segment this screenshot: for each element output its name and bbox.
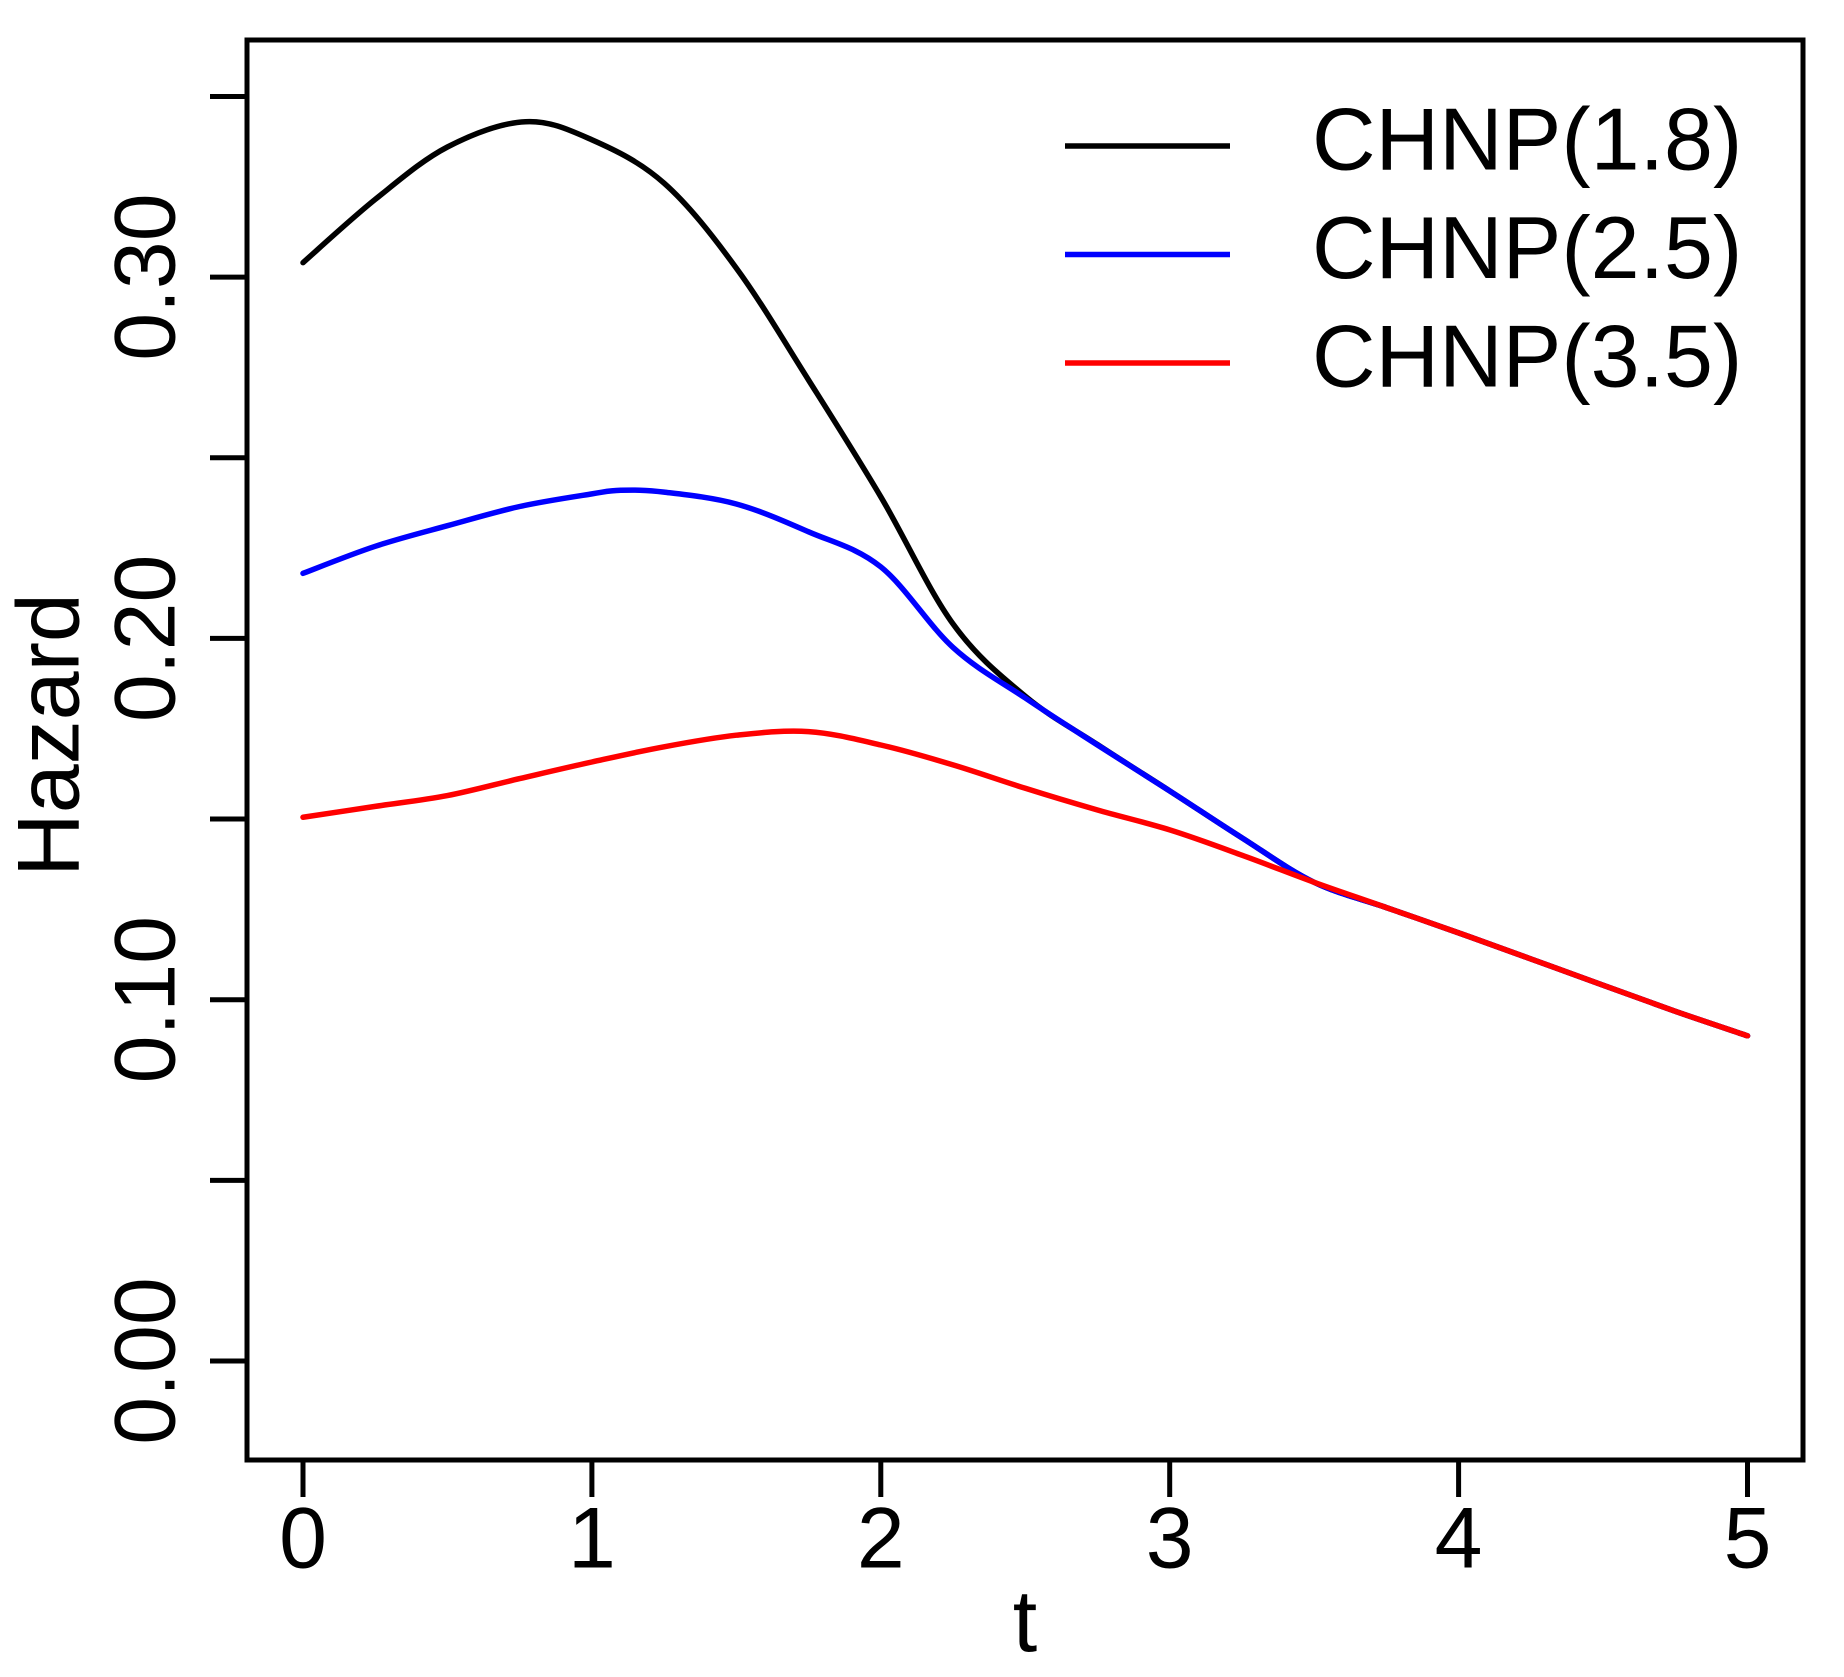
legend-entry: CHNP(1.8) bbox=[1065, 89, 1742, 188]
y-axis-ticks: 0.00 0.10 0.20 0.30 bbox=[98, 93, 247, 1445]
x-tick-label: 1 bbox=[568, 1491, 616, 1587]
legend-entry: CHNP(2.5) bbox=[1065, 198, 1742, 297]
y-tick-label: 0.00 bbox=[98, 1277, 194, 1444]
legend-label: CHNP(2.5) bbox=[1312, 198, 1742, 297]
y-tick-label: 0.10 bbox=[98, 916, 194, 1083]
x-tick-label: 5 bbox=[1724, 1491, 1772, 1587]
x-tick-label: 0 bbox=[279, 1491, 327, 1587]
x-tick-label: 3 bbox=[1146, 1491, 1194, 1587]
y-tick-label: 0.30 bbox=[98, 193, 194, 360]
legend-label: CHNP(1.8) bbox=[1312, 89, 1742, 188]
legend: CHNP(1.8) CHNP(2.5)CHNP(3.5) bbox=[1065, 89, 1742, 405]
plot-border bbox=[244, 37, 1806, 1463]
legend-entry: CHNP(3.5) bbox=[1065, 306, 1742, 405]
y-axis-title: Hazard bbox=[0, 593, 97, 877]
y-tick-label: 0.20 bbox=[98, 555, 194, 722]
legend-label: CHNP(3.5) bbox=[1312, 306, 1742, 405]
x-tick-label: 4 bbox=[1435, 1491, 1483, 1587]
curve-group bbox=[300, 118, 1751, 1039]
curve-CHNP(3.5) bbox=[300, 728, 1751, 1039]
x-axis-title: t bbox=[1013, 1571, 1037, 1670]
x-tick-label: 2 bbox=[857, 1491, 905, 1587]
x-axis-ticks: 0 1 2 3 4 5 bbox=[279, 1460, 1771, 1587]
